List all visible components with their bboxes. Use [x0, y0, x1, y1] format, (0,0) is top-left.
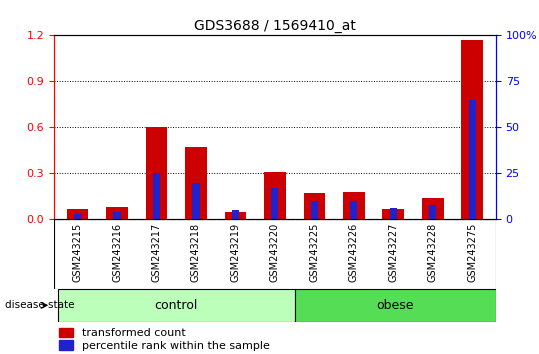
Text: GSM243215: GSM243215: [73, 223, 82, 282]
Text: GSM243225: GSM243225: [309, 223, 319, 282]
Bar: [74, 214, 81, 219]
Bar: [153, 173, 160, 219]
Text: GSM243220: GSM243220: [270, 223, 280, 282]
Bar: [390, 209, 397, 219]
Text: GSM243216: GSM243216: [112, 223, 122, 282]
Legend: transformed count, percentile rank within the sample: transformed count, percentile rank withi…: [59, 328, 270, 351]
Text: GSM243275: GSM243275: [467, 223, 477, 282]
Bar: [146, 127, 167, 219]
Text: GSM243218: GSM243218: [191, 223, 201, 282]
Bar: [468, 100, 476, 219]
Text: GSM243228: GSM243228: [428, 223, 438, 282]
Bar: [114, 212, 121, 219]
Bar: [192, 183, 199, 219]
Text: GSM243226: GSM243226: [349, 223, 359, 282]
Bar: [429, 205, 436, 219]
Bar: [422, 198, 444, 219]
Bar: [271, 188, 279, 219]
Bar: [106, 207, 128, 219]
Bar: [225, 212, 246, 219]
Bar: [350, 201, 357, 219]
Bar: [461, 40, 483, 219]
Title: GDS3688 / 1569410_at: GDS3688 / 1569410_at: [194, 19, 356, 33]
Bar: [67, 209, 88, 219]
Bar: [58, 289, 295, 322]
Bar: [303, 193, 325, 219]
Text: disease state: disease state: [5, 300, 75, 310]
Text: control: control: [155, 299, 198, 312]
Bar: [311, 201, 318, 219]
Text: obese: obese: [377, 299, 414, 312]
Bar: [185, 147, 207, 219]
Bar: [343, 192, 365, 219]
Bar: [232, 210, 239, 219]
Bar: [295, 289, 496, 322]
Bar: [264, 172, 286, 219]
Text: GSM243217: GSM243217: [151, 223, 162, 282]
Bar: [383, 209, 404, 219]
Text: GSM243227: GSM243227: [388, 223, 398, 282]
Text: GSM243219: GSM243219: [231, 223, 240, 282]
